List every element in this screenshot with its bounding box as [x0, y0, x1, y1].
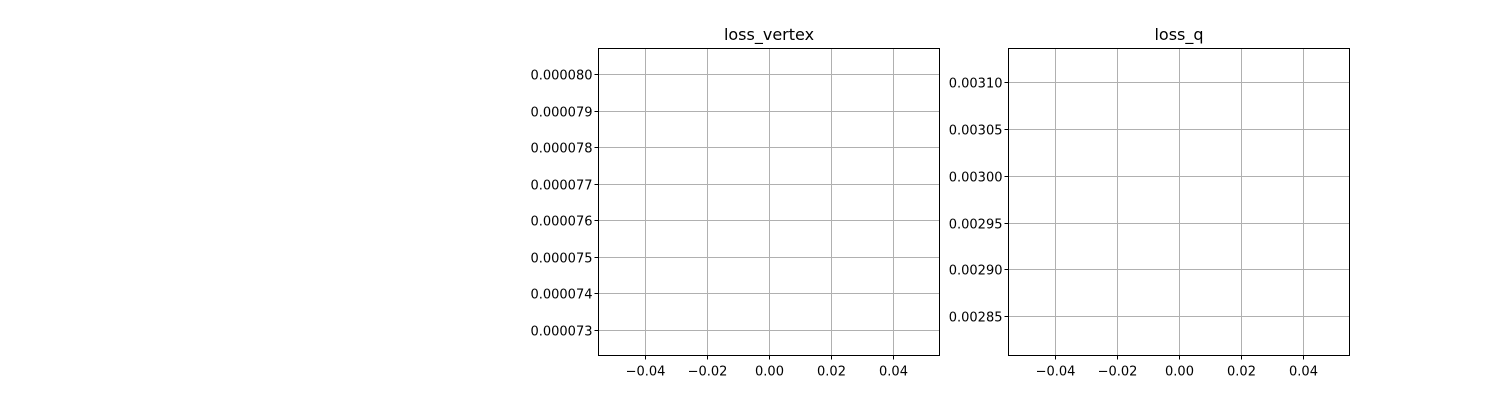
- chart-title: loss_vertex: [724, 25, 814, 45]
- y-tick-label: 0.000079: [530, 106, 592, 121]
- axis-ticks: −0.04 −0.02 0.00 0.02 0.04 0.000073 0.000074 0.…: [530, 69, 908, 380]
- y-tick-label: 0.000076: [530, 215, 592, 230]
- axes-frame: [1008, 48, 1350, 356]
- x-tick-label: −0.04: [626, 365, 666, 380]
- y-tick-label: 0.000074: [530, 288, 592, 303]
- loss-vertex-chart: loss_vertex −0.04 −0.02 0.00 0.02 0.04 0.0000…: [530, 25, 940, 380]
- y-tick-label: 0.00305: [949, 124, 1003, 139]
- x-tick-label: 0.00: [755, 365, 784, 380]
- y-tick-label: 0.00290: [949, 264, 1003, 279]
- x-tick-label: 0.02: [817, 365, 846, 380]
- grid: [1008, 48, 1350, 356]
- y-tick-label: 0.000078: [530, 142, 592, 157]
- x-tick-label: −0.04: [1036, 365, 1076, 380]
- y-tick-label: 0.00285: [949, 311, 1003, 326]
- grid: [598, 48, 940, 356]
- y-tick-label: 0.000075: [530, 252, 592, 267]
- y-tick-label: 0.000077: [530, 179, 592, 194]
- axes-frame: [598, 48, 940, 356]
- x-tick-label: 0.04: [1289, 365, 1318, 380]
- loss-q-chart: loss_q −0.04 −0.02 0.00 0.02 0.04 0.00285 0.00…: [949, 25, 1350, 380]
- axis-ticks: −0.04 −0.02 0.00 0.02 0.04 0.00285 0.00290 0.00…: [949, 77, 1318, 380]
- y-tick-label: 0.00295: [949, 218, 1003, 233]
- y-tick-label: 0.00300: [949, 171, 1003, 186]
- y-tick-label: 0.000080: [530, 69, 592, 84]
- chart-title: loss_q: [1154, 25, 1203, 45]
- x-tick-label: 0.04: [879, 365, 908, 380]
- y-tick-label: 0.000073: [530, 325, 592, 340]
- y-tick-label: 0.00310: [949, 77, 1003, 92]
- x-tick-label: −0.02: [1098, 365, 1138, 380]
- x-tick-label: 0.00: [1165, 365, 1194, 380]
- x-tick-label: 0.02: [1227, 365, 1256, 380]
- x-tick-label: −0.02: [688, 365, 728, 380]
